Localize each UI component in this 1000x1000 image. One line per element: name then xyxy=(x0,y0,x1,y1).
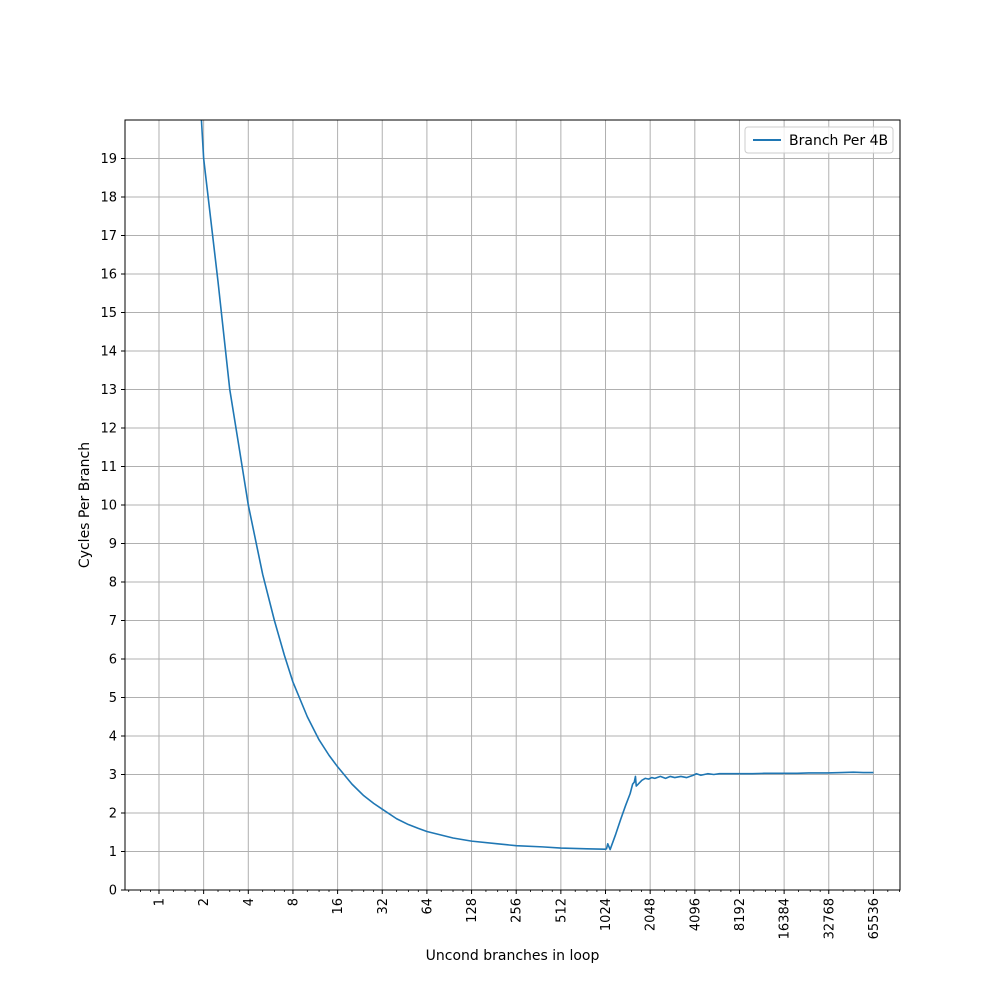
x-tick-label: 256 xyxy=(510,898,525,923)
x-tick-label: 64 xyxy=(420,898,435,915)
x-tick-label: 2 xyxy=(197,898,212,906)
y-tick-label: 18 xyxy=(100,191,117,206)
y-tick-label: 10 xyxy=(100,499,117,514)
y-tick-label: 8 xyxy=(109,576,117,591)
legend: Branch Per 4B xyxy=(744,126,894,154)
legend-box xyxy=(744,126,894,154)
x-tick-label: 4 xyxy=(242,898,257,906)
x-tick-label: 8 xyxy=(286,898,301,906)
x-tick-label: 16384 xyxy=(778,898,793,939)
y-tick-label: 0 xyxy=(109,884,117,899)
x-axis-ticks: 1 2 4 8 16 32 64 128 256 512 1024 2048 4096 8192 16384… xyxy=(128,890,900,939)
x-tick-label: 16 xyxy=(331,898,346,915)
x-tick-label: 128 xyxy=(465,898,480,923)
series-line xyxy=(200,120,874,851)
y-tick-label: 2 xyxy=(109,807,117,822)
y-tick-label: 11 xyxy=(100,460,117,475)
y-tick-label: 3 xyxy=(109,768,117,783)
y-tick-label: 19 xyxy=(100,152,117,167)
y-tick-label: 12 xyxy=(100,422,117,437)
x-tick-label: 2048 xyxy=(644,898,659,931)
y-tick-label: 16 xyxy=(100,268,117,283)
x-tick-label: 4096 xyxy=(688,898,703,931)
y-tick-label: 1 xyxy=(109,845,117,860)
series-layer xyxy=(200,120,874,851)
x-tick-label: 8192 xyxy=(733,898,748,931)
x-tick-label: 1 xyxy=(152,898,167,906)
y-tick-label: 15 xyxy=(100,306,117,321)
legend-label: Branch Per 4B xyxy=(789,133,888,149)
grid xyxy=(125,120,900,891)
x-axis-title: Uncond branches in loop xyxy=(426,948,600,964)
y-tick-label: 5 xyxy=(109,691,117,706)
y-tick-label: 14 xyxy=(100,345,117,360)
y-tick-label: 9 xyxy=(109,537,117,552)
y-tick-label: 17 xyxy=(100,229,117,244)
y-axis-title: Cycles Per Branch xyxy=(77,442,93,568)
y-tick-label: 7 xyxy=(109,614,117,629)
y-tick-label: 6 xyxy=(109,653,117,668)
x-tick-label: 1024 xyxy=(599,898,614,931)
x-tick-label: 32 xyxy=(376,898,391,915)
y-tick-label: 4 xyxy=(109,730,117,745)
y-tick-label: 13 xyxy=(100,383,117,398)
x-tick-label: 512 xyxy=(554,898,569,923)
x-tick-label: 32768 xyxy=(822,898,837,939)
x-tick-label: 65536 xyxy=(867,898,882,939)
